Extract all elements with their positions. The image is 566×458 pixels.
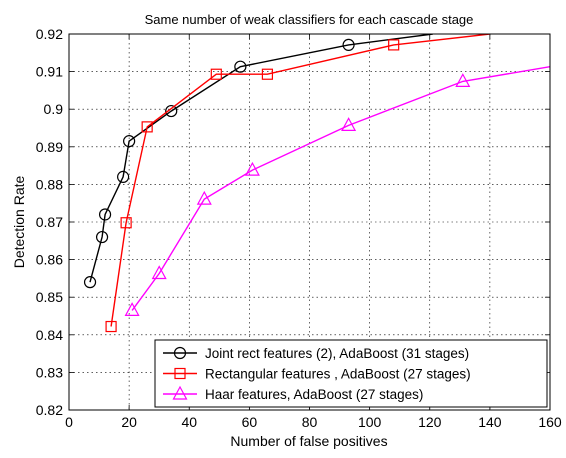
series-3 [124, 66, 550, 316]
legend-label: Joint rect features (2), AdaBoost (31 st… [205, 346, 469, 361]
x-tick-label: 60 [242, 414, 258, 430]
legend-item: Joint rect features (2), AdaBoost (31 st… [163, 346, 469, 361]
y-tick-label: 0.83 [36, 364, 63, 380]
y-tick-label: 0.82 [36, 402, 63, 418]
series-line-1 [89, 34, 433, 283]
data-point [95, 230, 109, 244]
data-point [124, 302, 140, 316]
legend-marker [174, 367, 186, 380]
x-tick-label: 120 [418, 414, 442, 430]
x-tick-label: 0 [65, 414, 73, 430]
data-point [341, 117, 357, 131]
y-tick-label: 0.84 [36, 327, 63, 343]
y-axis-title: Detection Rate [11, 175, 27, 268]
data-point [388, 39, 400, 51]
series-2 [105, 34, 490, 333]
y-tick-label: 0.87 [36, 214, 63, 230]
y-tick-label: 0.91 [36, 64, 63, 80]
data-point [117, 170, 130, 183]
series-1 [83, 34, 433, 289]
data-point [342, 38, 355, 52]
data-point [210, 68, 222, 80]
legend-item: Haar features, AdaBoost (27 stages) [163, 385, 423, 402]
data-point [455, 73, 471, 88]
y-tick-label: 0.9 [44, 101, 64, 117]
legend-box [154, 339, 548, 408]
data-point [244, 161, 260, 176]
axes-frame [68, 33, 551, 411]
x-tick-label: 100 [358, 414, 382, 430]
data-point [120, 217, 132, 229]
data-point [234, 60, 247, 73]
legend-marker [172, 385, 188, 400]
legend: Joint rect features (2), AdaBoost (31 st… [154, 339, 548, 408]
y-tick-label: 0.89 [36, 139, 63, 155]
data-point [123, 135, 136, 148]
x-axis-title: Number of false positives [230, 433, 387, 449]
x-tick-label: 20 [121, 414, 137, 430]
legend-marker [173, 346, 187, 360]
y-tick-label: 0.85 [36, 289, 63, 305]
y-tick-label: 0.88 [36, 176, 63, 192]
legend-item: Rectangular features , AdaBoost (27 stag… [163, 367, 471, 382]
y-tick-label: 0.92 [36, 26, 63, 42]
data-point [196, 190, 212, 205]
x-tick-label: 80 [302, 414, 318, 430]
data-point [98, 208, 112, 221]
x-tick-label: 160 [538, 414, 562, 430]
data-point [141, 121, 153, 133]
x-tick-label: 140 [478, 414, 502, 430]
y-tick-label: 0.86 [36, 252, 63, 268]
x-tick-label: 40 [181, 414, 197, 430]
data-point [105, 320, 117, 333]
legend-label: Rectangular features , AdaBoost (27 stag… [205, 367, 471, 382]
data-point [83, 276, 97, 289]
data-point [151, 265, 167, 280]
chart-title: Same number of weak classifiers for each… [145, 12, 474, 27]
legend-label: Haar features, AdaBoost (27 stages) [205, 387, 423, 402]
series-line-3 [131, 66, 550, 311]
series-line-2 [110, 34, 490, 327]
data-point [261, 68, 274, 80]
data-point [165, 104, 178, 118]
